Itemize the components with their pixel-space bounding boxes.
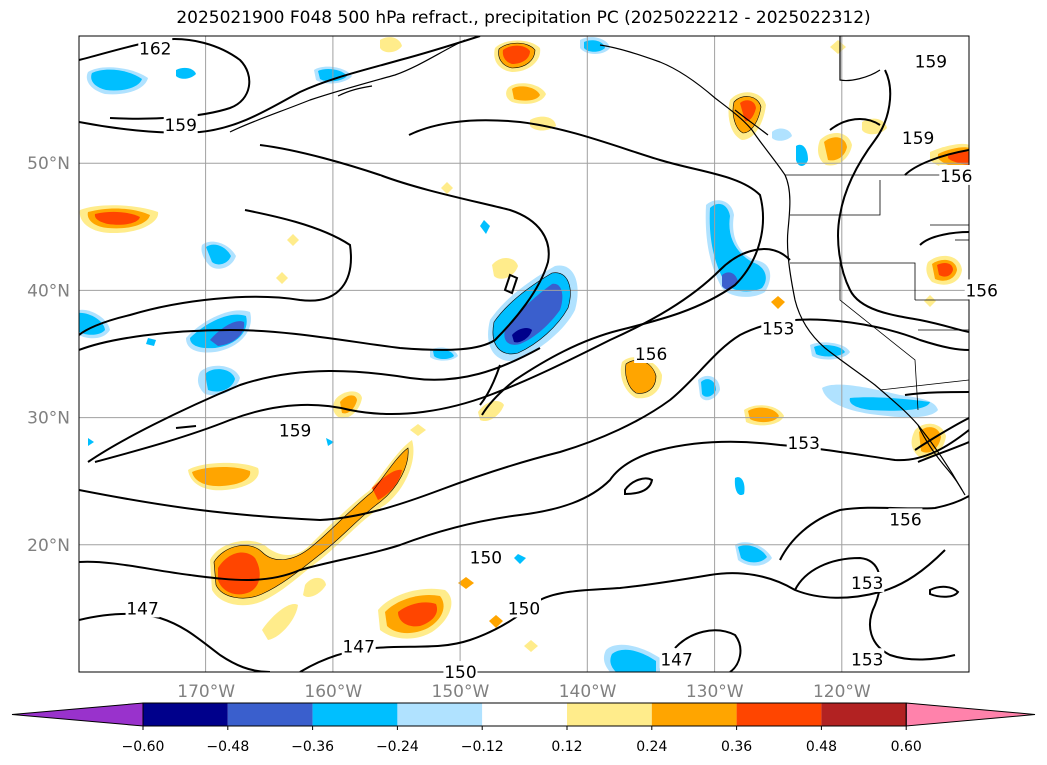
longitude-tick-label: 160°W — [304, 682, 362, 702]
colorbar-tick-label: 0.12 — [551, 739, 582, 755]
contour-label-background — [913, 50, 948, 71]
contour-label-background — [888, 508, 923, 529]
contour-label-background — [278, 419, 313, 440]
longitude-tick-label: 130°W — [686, 682, 744, 702]
longitude-tick-label: 170°W — [177, 682, 235, 702]
refractivity-contours — [79, 36, 969, 672]
precip-negative-patches — [79, 37, 938, 672]
contour-label-background — [964, 279, 999, 300]
colorbar-extend-left — [11, 702, 144, 727]
contour-label: 147 — [126, 599, 158, 619]
colorbar-segment — [143, 703, 228, 726]
latitude-tick-label: 40°N — [27, 281, 70, 301]
colorbar-tick-label: −0.48 — [206, 739, 249, 755]
contour-label-background — [786, 432, 821, 453]
contour-label-background — [939, 164, 974, 185]
contour-label-background — [507, 597, 541, 618]
contour-label-background — [163, 114, 198, 135]
contour-label: 159 — [279, 421, 311, 441]
latitude-tick-labels: 20°N 30°N 40°N 50°N — [27, 154, 70, 556]
contour-label-background — [850, 571, 885, 592]
contour-value-labels: 162 159 159 156 153 153 156 153 153 150 150 150 147 1… — [125, 37, 999, 683]
colorbar-tick-label: −0.12 — [461, 739, 504, 755]
contour-label-background — [659, 648, 694, 669]
contour-label-background — [125, 597, 160, 618]
longitude-tick-label: 140°W — [559, 682, 617, 702]
colorbar-segment — [736, 703, 822, 726]
colorbar-segment — [312, 703, 398, 726]
contour-label: 159 — [164, 116, 196, 136]
colorbar-tick-label: −0.24 — [376, 739, 419, 755]
contour-label: 159 — [902, 129, 934, 149]
contour-label: 147 — [342, 638, 374, 658]
colorbar-tick-label: −0.36 — [291, 739, 334, 755]
colorbar-segment — [567, 703, 652, 726]
colorbar-extend-right — [905, 702, 1036, 727]
contour-label: 153 — [787, 434, 819, 454]
longitude-tick-label: 150°W — [432, 682, 490, 702]
contour-label: 150 — [508, 599, 540, 619]
contour-label: 159 — [915, 52, 947, 72]
latitude-tick-label: 50°N — [27, 154, 70, 174]
contour-label: 153 — [851, 574, 883, 594]
colorbar-tick-label: 0.24 — [636, 739, 667, 755]
latitude-tick-label: 20°N — [27, 536, 70, 556]
colorbar-tick-label: 0.48 — [806, 739, 837, 755]
colorbar-segment — [651, 703, 737, 726]
contour-label: 162 — [139, 40, 171, 60]
contour-label: 156 — [965, 281, 997, 301]
colorbar-frame — [142, 702, 907, 727]
contour-label-background — [634, 343, 669, 363]
contour-label-background — [341, 635, 376, 656]
colorbar-segment — [227, 703, 313, 726]
contour-label-background — [468, 546, 503, 567]
colorbar: −0.60 −0.48 −0.36 −0.24 −0.12 0.12 0.24 0.36 0.4… — [11, 702, 1036, 755]
map-frame — [78, 35, 970, 673]
longitude-tick-labels: 170°W 160°W 150°W 140°W 130°W 120°W — [177, 682, 871, 702]
contour-label: 150 — [470, 549, 502, 569]
latitude-tick-label: 30°N — [27, 409, 70, 429]
longitude-tick-label: 120°W — [813, 682, 871, 702]
contour-label: 153 — [851, 650, 883, 670]
contour-label-background — [901, 126, 936, 147]
contour-label-background — [761, 317, 796, 338]
contour-label: 156 — [635, 345, 667, 365]
coastlines — [229, 36, 966, 496]
chart-title: 2025021900 F048 500 hPa refract., precip… — [176, 8, 871, 28]
colorbar-segment — [397, 703, 483, 726]
contour-label-background — [443, 661, 478, 681]
colorbar-tick-label: 0.36 — [721, 739, 752, 755]
contour-label: 156 — [940, 167, 972, 187]
colorbar-segment — [821, 703, 907, 726]
contour-label: 156 — [889, 510, 921, 530]
contour-label-background — [138, 37, 173, 58]
colorbar-tick-label: 0.60 — [891, 739, 922, 755]
contour-label: 147 — [660, 650, 692, 670]
map-gridlines — [79, 36, 969, 672]
contour-label-background — [850, 648, 885, 669]
colorbar-tick-label: −0.60 — [122, 739, 165, 755]
contour-label: 153 — [762, 320, 794, 340]
colorbar-segment — [482, 703, 567, 726]
contour-label: 150 — [444, 663, 476, 683]
